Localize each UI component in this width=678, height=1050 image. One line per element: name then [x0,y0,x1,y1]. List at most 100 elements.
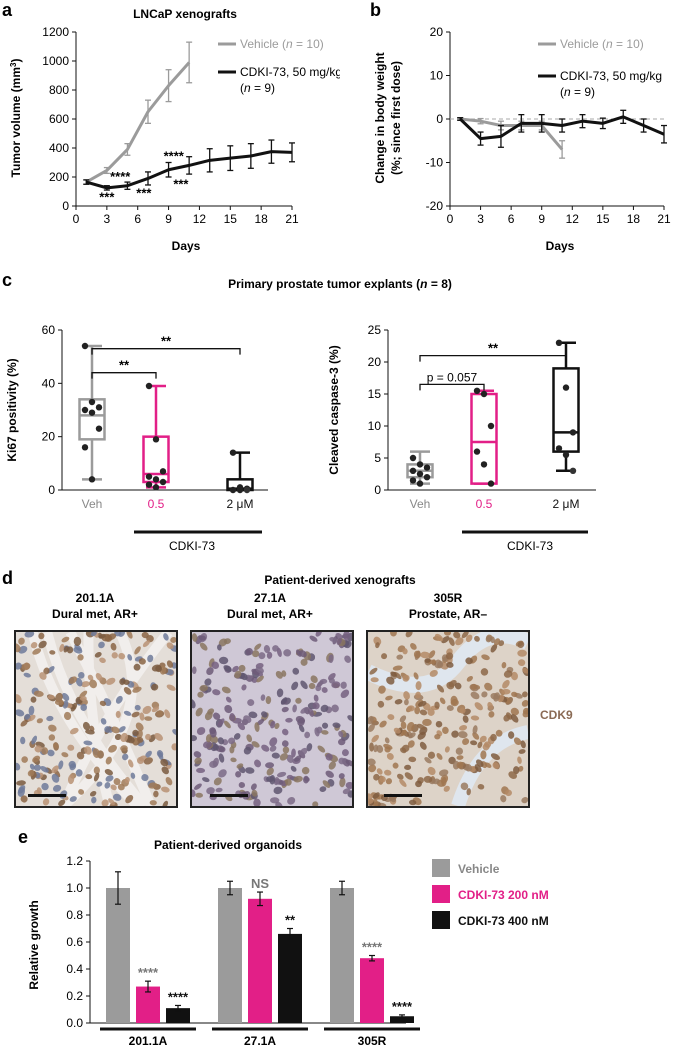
nucleus [54,699,64,706]
nucleus [490,753,500,761]
nucleus [344,655,352,663]
nucleus [458,731,468,739]
legend-label-0: Vehicle [458,862,500,876]
nucleus [428,650,436,659]
nucleus [16,780,26,786]
nucleus [20,795,28,803]
nucleus [394,699,403,705]
nucleus [95,673,103,681]
nucleus [436,684,445,693]
bar-201.1A-2 [166,1008,190,1023]
legend-label-2: CDKI-73 400 nM [458,914,549,928]
data-point [569,467,577,474]
nucleus [522,691,528,698]
nucleus [24,713,31,720]
nucleus [368,715,374,725]
nucleus [312,801,319,806]
significance-mark: ** [161,334,172,349]
legend-vehicle: Vehicle (n = 10) [240,37,324,51]
data-point [159,468,167,475]
nucleus [518,749,526,754]
nucleus [410,643,417,650]
data-point [95,404,103,411]
nucleus [416,723,426,730]
nucleus [381,653,388,660]
data-point [88,398,96,406]
x-tick-label: 9 [165,212,172,226]
significance-bracket [419,354,567,362]
nucleus [218,753,225,763]
nucleus [276,771,287,778]
nucleus [419,741,427,750]
panel-d-title: Patient-derived xenografts [264,573,416,587]
data-point [159,478,167,486]
nucleus [194,757,202,765]
data-point [423,464,431,471]
stroma [83,632,115,806]
scale-bar-1 [28,794,66,797]
panel-b-ylabel: Change in body weight [373,52,387,183]
nucleus [165,777,173,786]
y-tick-label: 25 [368,323,382,337]
nucleus [310,675,318,683]
nucleus [327,673,336,681]
nucleus [321,730,329,735]
data-point [423,474,431,481]
nucleus [59,643,65,652]
nucleus [443,632,452,636]
legend-swatch-1 [432,885,450,903]
significance-mark: *** [173,176,189,191]
nucleus [217,718,225,727]
nucleus [508,771,517,779]
nucleus [254,643,262,651]
nucleus [192,633,198,642]
nucleus [517,641,525,649]
nucleus [308,682,316,690]
x-tick-label: 3 [477,212,484,226]
nucleus [427,751,436,759]
nucleus [505,789,512,797]
nucleus [218,656,229,665]
nucleus [247,699,255,706]
nucleus [462,738,470,746]
panel-b-chart: b Change in body weight (%; since first … [370,0,671,253]
y-tick-label: 1.0 [66,881,83,895]
nucleus [450,695,458,706]
nucleus [118,652,126,660]
nucleus [84,746,92,755]
panel-e-ylabel: Relative growth [27,900,41,989]
significance-mark: **** [392,999,413,1014]
scale-bar-2 [210,794,248,797]
y-tick-label: 1.2 [66,854,83,868]
xenograft-image-305r [366,630,530,808]
panel-c-title: Primary prostate tumor explants (n = 8) [228,277,452,291]
nucleus [89,679,97,689]
nucleus [230,757,237,763]
nucleus [419,709,428,716]
nucleus [480,668,489,676]
nucleus [291,681,299,691]
nucleus [148,782,158,789]
nucleus [510,707,519,716]
y-tick-label: 20 [368,355,382,369]
nucleus [217,644,222,651]
legend-cdki-n-b: (n = 9) [560,85,595,99]
nucleus [149,800,157,806]
panel-a-title: LNCaP xenografts [133,7,237,21]
nucleus [238,664,246,672]
data-point [145,481,153,488]
nucleus [127,654,133,661]
nucleus [484,682,493,691]
y-tick-label: 200 [49,170,69,184]
legend-cdki-b: CDKI-73, 50 mg/kg [560,69,662,83]
nucleus [123,686,132,695]
data-point [88,476,96,483]
nucleus [136,736,144,743]
data-point [145,382,153,390]
nucleus [251,789,258,797]
nucleus [123,710,132,716]
nucleus [369,742,374,752]
nucleus [202,777,210,783]
nucleus [192,698,196,709]
nucleus [246,734,253,743]
